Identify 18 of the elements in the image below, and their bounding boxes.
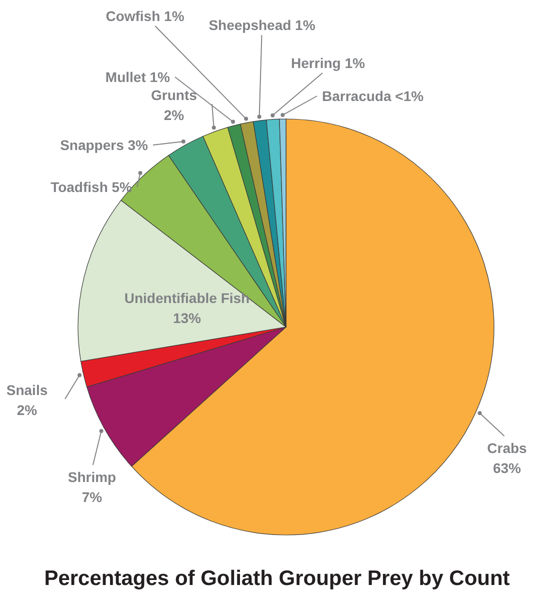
slice-label: Snails [6,382,48,398]
slice-label: Barracuda <1% [322,88,424,104]
data-label: 63% [492,460,522,476]
slice-label: Unidentifiable Fish [124,290,250,306]
slice-label: Crabs [487,440,528,456]
slice-label: Sheepshead 1% [208,17,316,33]
slice-label: Toadfish 5% [50,179,133,195]
slice-label: Grunts [151,87,198,103]
slice-label: Cowfish 1% [106,8,185,24]
slice-label: Mullet 1% [105,69,171,85]
text: Percentages of Goliath Grouper Prey by Count [44,567,510,590]
data-label: 2% [16,402,38,418]
slice-label: Snappers 3% [60,137,149,153]
data-label: 7% [82,489,103,505]
slice-label: Shrimp [68,469,116,485]
data-label: 2% [164,107,185,123]
data-label: 13% [172,310,202,326]
slice-label: Herring 1% [291,55,366,71]
